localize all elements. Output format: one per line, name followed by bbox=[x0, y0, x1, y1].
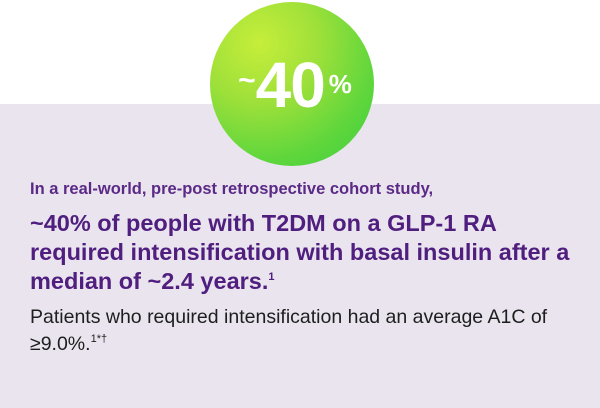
badge-number: 40 bbox=[255, 49, 326, 121]
study-intro-text: In a real-world, pre-post retrospective … bbox=[30, 180, 434, 198]
headline-text: ~40% of people with T2DM on a GLP-1 RA r… bbox=[30, 210, 570, 294]
text-content: In a real-world, pre-post retrospective … bbox=[30, 178, 590, 358]
body-text: Patients who required intensification ha… bbox=[30, 304, 590, 358]
body-text-content: Patients who required intensification ha… bbox=[30, 306, 548, 355]
headline-footnote-ref: 1 bbox=[268, 271, 275, 283]
headline-statement: ~40% of people with T2DM on a GLP-1 RA r… bbox=[30, 209, 590, 296]
badge-tilde: ~ bbox=[238, 64, 256, 97]
body-footnote-ref: 1*† bbox=[90, 333, 108, 345]
badge-value: ~ 40 % bbox=[238, 53, 352, 117]
badge-percent-sign: % bbox=[328, 69, 352, 99]
percentage-badge: ~ 40 % bbox=[210, 2, 374, 166]
